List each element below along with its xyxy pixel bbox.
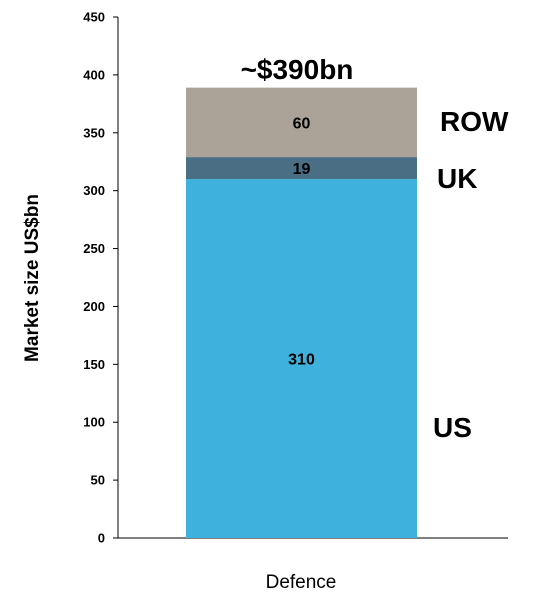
total-label: ~$390bn bbox=[241, 54, 354, 85]
y-tick-label: 200 bbox=[83, 299, 105, 314]
bar-value-label-uk: 19 bbox=[293, 161, 311, 178]
y-tick-label: 50 bbox=[91, 473, 105, 488]
series-label-us: US bbox=[433, 412, 472, 443]
y-tick-label: 400 bbox=[83, 67, 105, 82]
bar-segment-us bbox=[186, 179, 417, 539]
bar-value-label-us: 310 bbox=[288, 352, 315, 369]
bar-segment-row bbox=[186, 87, 417, 158]
y-tick-label: 150 bbox=[83, 357, 105, 372]
y-tick-label: 450 bbox=[83, 10, 105, 25]
x-category-label: Defence bbox=[266, 572, 337, 593]
bar-segment-uk bbox=[186, 157, 417, 180]
y-tick-label: 300 bbox=[83, 183, 105, 198]
y-tick-label: 350 bbox=[83, 125, 105, 140]
y-tick-label: 0 bbox=[98, 531, 105, 546]
y-tick-label: 250 bbox=[83, 241, 105, 256]
bar-value-label-row: 60 bbox=[293, 115, 311, 132]
series-label-row: ROW bbox=[440, 106, 509, 137]
y-tick-label: 100 bbox=[83, 415, 105, 430]
y-axis-title: Market size US$bn bbox=[22, 194, 43, 362]
series-label-uk: UK bbox=[437, 163, 477, 194]
